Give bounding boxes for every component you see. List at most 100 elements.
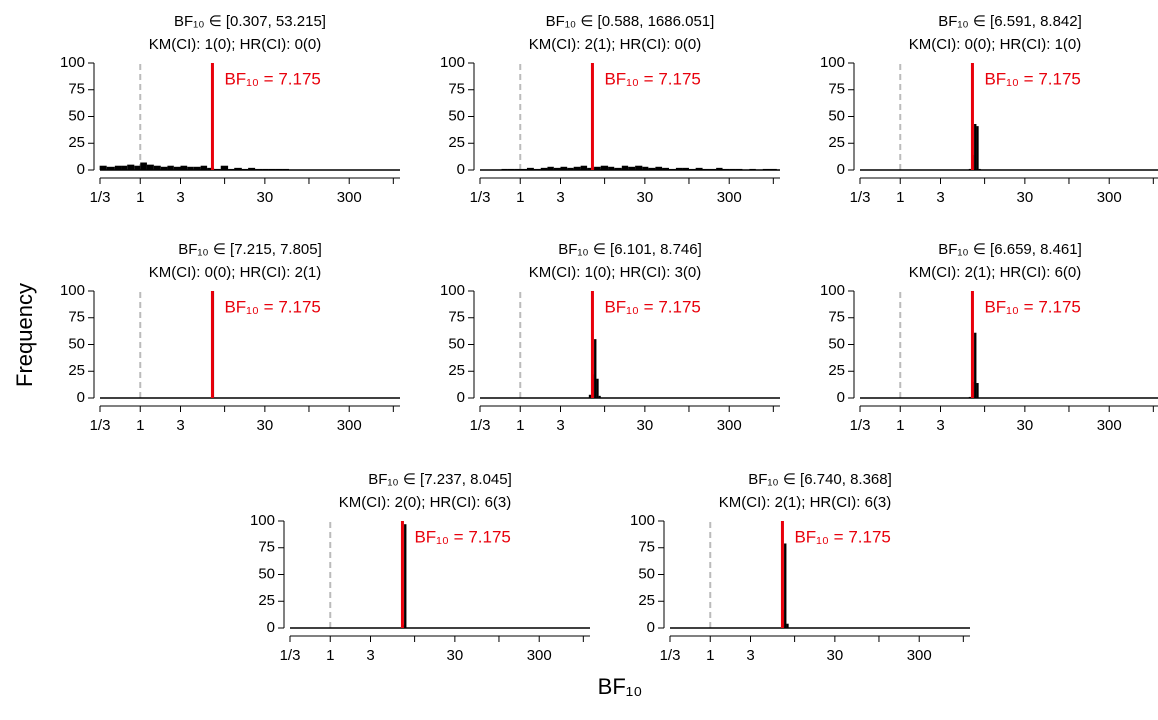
panel-title: BF₁₀ ∈ [7.237, 8.045] [368, 471, 512, 488]
y-tick-label: 25 [828, 134, 845, 151]
reference-label: BF₁₀ = 7.175 [224, 297, 320, 316]
histogram-bar [99, 165, 107, 170]
x-tick-label: 300 [717, 189, 742, 206]
x-tick-label: 1/3 [280, 647, 301, 664]
panel-subtitle: KM(CI): 1(0); HR(CI): 3(0) [529, 264, 702, 281]
panel-subtitle: KM(CI): 2(1); HR(CI): 6(0) [909, 264, 1082, 281]
reference-label: BF₁₀ = 7.175 [984, 297, 1080, 316]
histogram-bar [662, 167, 670, 170]
y-tick-label: 100 [60, 54, 85, 71]
x-tick-label: 1 [706, 647, 714, 664]
x-tick-label: 30 [257, 189, 274, 206]
y-tick-label: 0 [837, 161, 845, 178]
histogram-bar [567, 167, 574, 170]
histogram-bar [695, 167, 703, 170]
histogram-bar [628, 166, 636, 170]
x-tick-label: 30 [257, 417, 274, 434]
panel-title: BF₁₀ ∈ [0.588, 1686.051] [546, 13, 715, 30]
x-tick-label: 300 [337, 417, 362, 434]
histogram-bar [106, 166, 115, 170]
y-tick-label: 25 [638, 592, 655, 609]
y-tick-label: 0 [267, 619, 275, 636]
y-tick-label: 75 [68, 81, 85, 98]
histogram-bar [560, 166, 568, 170]
histogram-bar [648, 167, 656, 170]
x-tick-label: 1/3 [470, 189, 491, 206]
y-tick-label: 100 [440, 54, 465, 71]
x-tick-label: 300 [907, 647, 932, 664]
x-tick-label: 1/3 [90, 189, 111, 206]
histogram-bar [180, 165, 188, 170]
histogram-bar [207, 167, 215, 170]
histogram-bar [404, 524, 407, 628]
y-tick-label: 25 [448, 362, 465, 379]
y-tick-label: 100 [820, 282, 845, 299]
y-tick-label: 50 [68, 335, 85, 352]
x-tick-label: 1 [136, 417, 144, 434]
y-tick-label: 50 [68, 107, 85, 124]
x-tick-label: 30 [637, 417, 654, 434]
x-tick-label: 3 [176, 417, 184, 434]
reference-label: BF₁₀ = 7.175 [224, 69, 320, 88]
y-tick-label: 75 [68, 309, 85, 326]
y-tick-label: 0 [77, 161, 85, 178]
y-tick-label: 50 [258, 565, 275, 582]
panel-title: BF₁₀ ∈ [6.591, 8.842] [938, 13, 1082, 30]
histogram-bar [642, 166, 649, 170]
histogram-bar [187, 166, 194, 170]
panel-title: BF₁₀ ∈ [6.740, 8.368] [748, 471, 892, 488]
histogram-bar [200, 165, 208, 170]
x-tick-label: 300 [337, 189, 362, 206]
x-tick-label: 3 [176, 189, 184, 206]
x-tick-label: 30 [637, 189, 654, 206]
y-tick-label: 50 [448, 335, 465, 352]
histogram-bar [621, 165, 629, 170]
x-tick-label: 1 [516, 189, 524, 206]
y-tick-label: 100 [440, 282, 465, 299]
y-tick-label: 0 [77, 389, 85, 406]
x-tick-label: 3 [746, 647, 754, 664]
x-tick-label: 300 [1097, 417, 1122, 434]
histogram-bar [594, 339, 597, 398]
y-tick-label: 0 [647, 619, 655, 636]
panel-title: BF₁₀ ∈ [6.659, 8.461] [938, 241, 1082, 258]
y-tick-label: 100 [630, 512, 655, 529]
histogram-bar [976, 126, 979, 170]
x-tick-label: 1/3 [90, 417, 111, 434]
x-tick-label: 3 [366, 647, 374, 664]
y-tick-label: 75 [448, 81, 465, 98]
histogram-bar [588, 394, 592, 398]
histogram-bar [146, 164, 154, 170]
histogram-bar [682, 167, 689, 170]
y-tick-label: 100 [60, 282, 85, 299]
histogram-bar [675, 167, 683, 170]
histogram-bar [173, 166, 181, 170]
y-tick-label: 25 [68, 134, 85, 151]
x-tick-label: 1 [896, 189, 904, 206]
x-tick-label: 1 [326, 647, 334, 664]
histogram-bar [598, 395, 601, 398]
histogram-bar [580, 165, 588, 170]
panel-subtitle: KM(CI): 0(0); HR(CI): 2(1) [149, 264, 322, 281]
histogram-bar [553, 167, 561, 170]
histogram-bar [540, 167, 548, 170]
y-tick-label: 100 [250, 512, 275, 529]
y-tick-label: 0 [457, 161, 465, 178]
reference-label: BF₁₀ = 7.175 [984, 69, 1080, 88]
histogram-bar [784, 543, 787, 628]
histogram-bar [974, 332, 977, 398]
y-tick-label: 50 [828, 335, 845, 352]
panel-title: BF₁₀ ∈ [0.307, 53.215] [174, 13, 326, 30]
reference-label: BF₁₀ = 7.175 [604, 69, 700, 88]
y-axis-label: Frequency [12, 283, 37, 387]
x-tick-label: 1 [896, 417, 904, 434]
y-tick-label: 75 [448, 309, 465, 326]
y-tick-label: 75 [638, 539, 655, 556]
y-tick-label: 75 [258, 539, 275, 556]
x-tick-label: 1/3 [470, 417, 491, 434]
y-tick-label: 50 [448, 107, 465, 124]
histogram-bar [655, 166, 663, 170]
histogram-bar [547, 166, 554, 170]
histogram-bar [716, 167, 723, 170]
histogram-bar [153, 165, 161, 170]
